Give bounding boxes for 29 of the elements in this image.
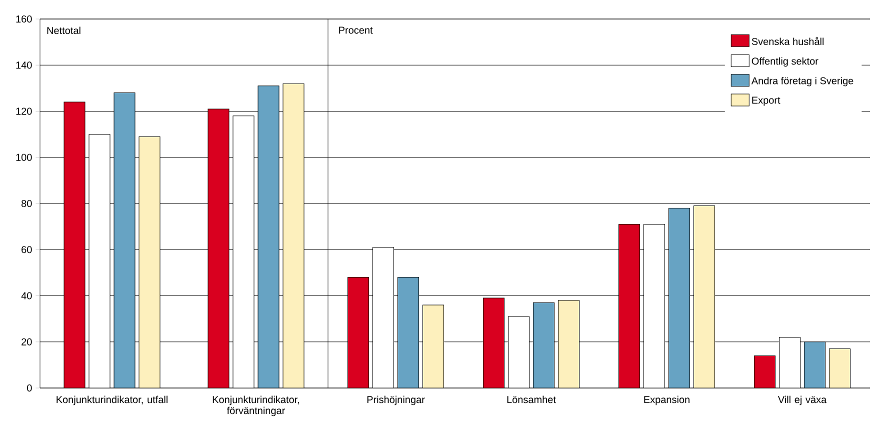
y-tick-label: 140: [16, 62, 32, 69]
bar: [694, 206, 716, 388]
text: Nettotal: [47, 26, 80, 34]
bar: [114, 92, 136, 388]
legend-label: Svenska hushåll: [752, 36, 824, 46]
x-tick-label: Prishöjningar: [367, 396, 425, 406]
legend-label: Offentlig sektor: [752, 57, 818, 67]
x-tick-label: Vill ej växa: [778, 396, 827, 406]
bar: [138, 136, 160, 388]
y-tick-label: 80: [22, 200, 32, 208]
legend-label: Andra företag i Sverige: [751, 76, 854, 86]
y-tick-label: 40: [21, 292, 32, 300]
y-tick-label: 100: [16, 154, 32, 161]
bar: [558, 300, 580, 388]
y-tick-label: 160: [16, 15, 32, 23]
x-tick-label: Expansion: [644, 396, 690, 406]
legend-label: Export: [752, 96, 780, 106]
bar: [258, 86, 280, 388]
y-tick-label: 20: [22, 338, 32, 346]
text: Procent: [339, 26, 373, 34]
y-tick-label: 120: [16, 108, 32, 115]
x-tick-label: Lönsamhet: [507, 396, 556, 404]
x-tick-label: Konjunkturindikator, förväntningar: [212, 396, 300, 416]
bar: [829, 348, 851, 388]
y-tick-label: 60: [22, 246, 32, 254]
bar: [422, 304, 444, 388]
x-tick-label: Konjunkturindikator, utfall: [56, 396, 168, 406]
bar: [282, 83, 304, 388]
y-tick-label: 0: [27, 384, 32, 392]
